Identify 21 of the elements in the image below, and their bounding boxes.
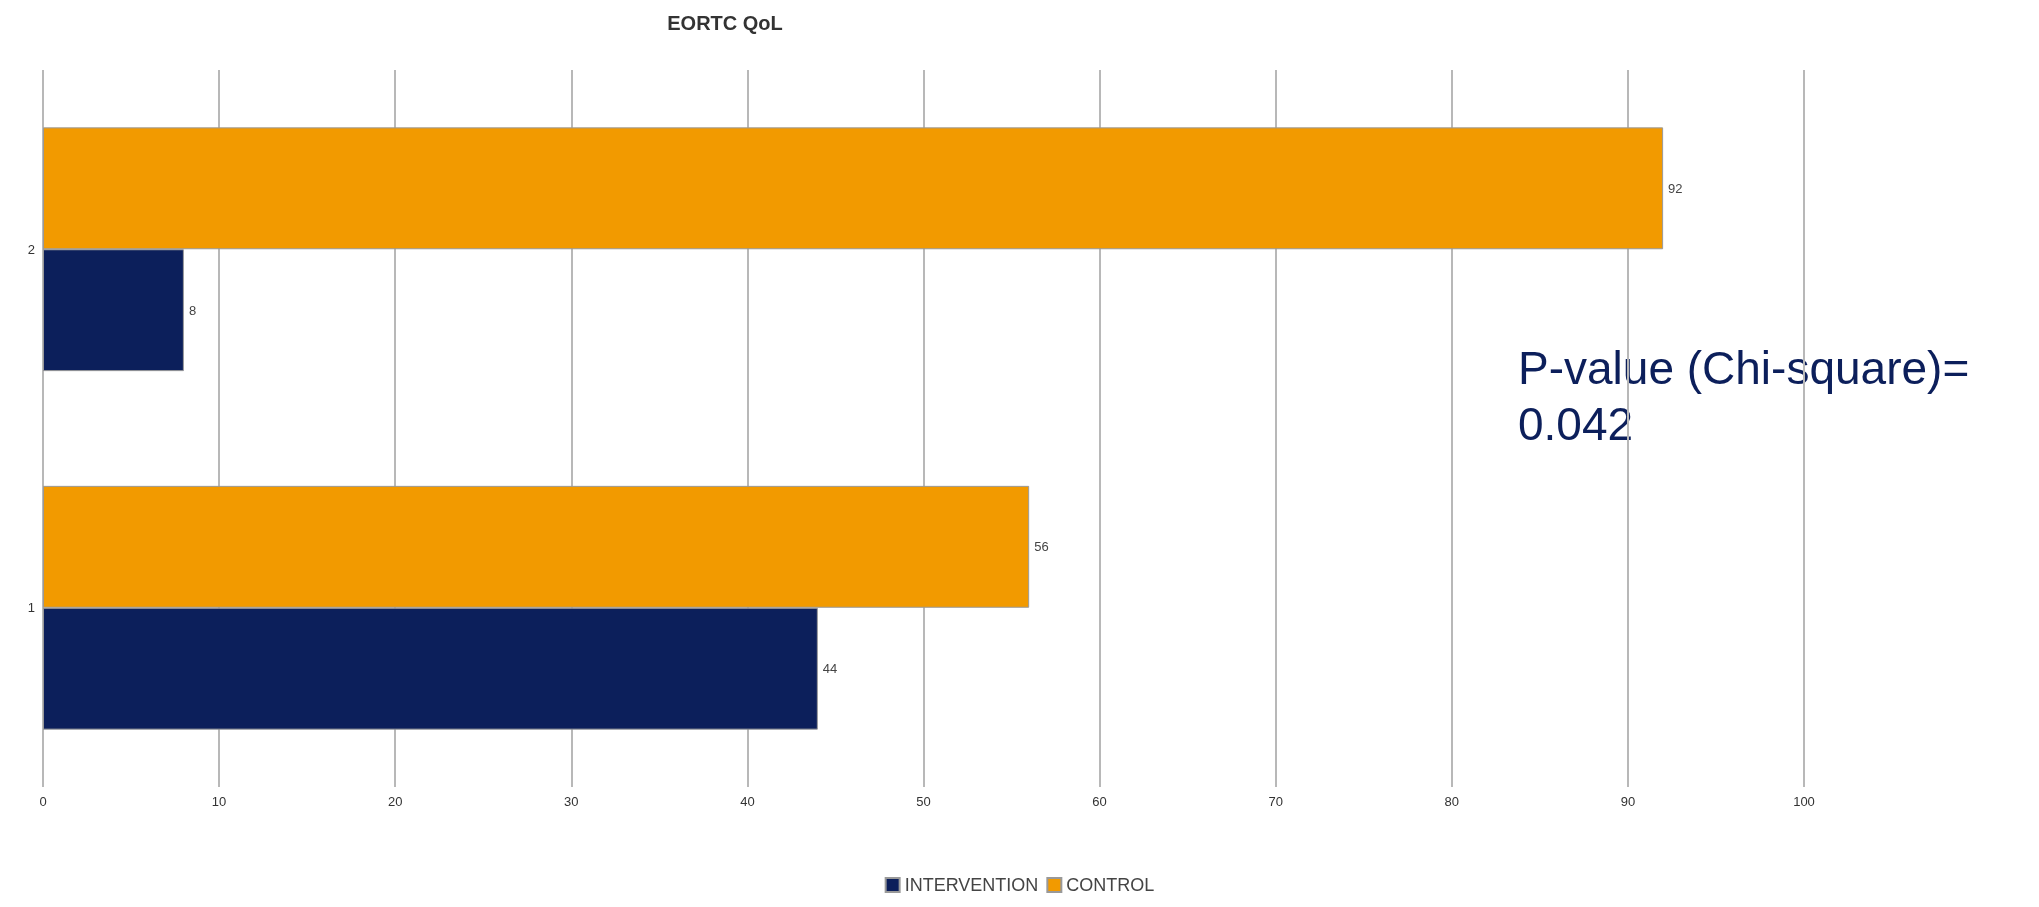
x-tick-label: 50	[916, 794, 931, 809]
x-tick-label: 80	[1444, 794, 1460, 809]
data-label: 92	[1668, 180, 1683, 196]
x-tick-label: 90	[1620, 794, 1636, 809]
x-tick-label: 100	[1793, 794, 1815, 809]
data-label: 56	[1034, 539, 1049, 555]
chart-title: EORTC QoL	[667, 12, 783, 34]
x-tick-label: 70	[1268, 794, 1283, 809]
legend-label: INTERVENTION	[904, 875, 1039, 895]
data-label: 8	[188, 302, 197, 318]
y-tick-label: 2	[27, 241, 35, 257]
x-tick-label: 30	[564, 794, 579, 809]
legend-label: CONTROL	[1066, 875, 1155, 895]
x-tick-label: 60	[1092, 794, 1107, 809]
x-tick-label: 20	[387, 794, 403, 809]
y-tick-label: 1	[27, 600, 35, 616]
annotation: P-value (Chi-square)= 0.042	[1518, 342, 1983, 450]
x-tick-label: 40	[740, 794, 755, 809]
x-tick-label: 0	[39, 794, 47, 809]
data-label: 44	[822, 661, 838, 677]
x-tick-label: 10	[211, 794, 227, 809]
